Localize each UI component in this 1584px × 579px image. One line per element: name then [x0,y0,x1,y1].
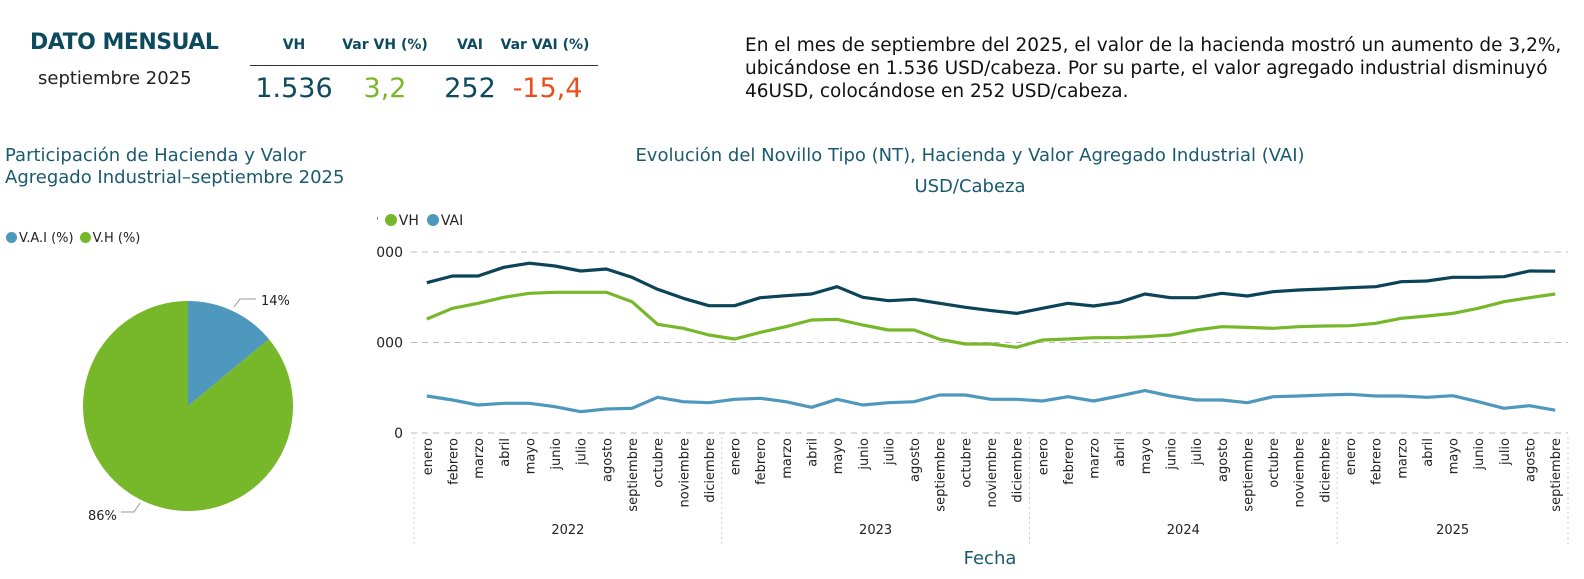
legend-dot-icon [426,214,439,226]
kpi-header-vh: VH [282,37,306,53]
x-tick-label-month: diciembre [1011,438,1026,503]
x-tick-label-month: noviembre [1293,438,1308,507]
x-tick-label-month: julio [1498,438,1513,466]
x-tick-label-month: marzo [780,438,795,479]
x-tick-label-month: agosto [600,438,615,482]
x-tick-label-month: junio [1165,438,1180,471]
x-tick-label-month: agosto [908,438,923,482]
series-line-nt [426,261,1556,315]
y-tick-label: 000 [376,245,403,261]
x-tick-label-month: mayo [1447,438,1462,474]
x-tick-label-month: julio [882,438,897,466]
x-tick-label-month: marzo [1088,438,1103,479]
legend-label: VAI [440,213,464,229]
x-tick-label-month: diciembre [703,438,718,503]
x-tick-label-month: junio [857,438,872,471]
x-tick-label-month: noviembre [677,438,692,507]
x-tick-label-month: octubre [959,438,974,488]
legend-label: VH [398,213,419,229]
x-tick-label-month: enero [1036,438,1051,475]
x-tick-label-month: septiembre [626,438,641,512]
kpi-value-vai: 252 [444,73,496,104]
x-tick-label-month: abril [498,438,513,467]
summary-text: En el mes de septiembre del 2025, el val… [745,35,1562,102]
kpi-title: DATO MENSUAL [30,30,219,55]
pie-slice-vh [82,301,293,511]
line-legend: ' VH VAI [376,213,463,229]
x-tick-label-month: abril [805,438,820,467]
x-tick-label-month: febrero [754,438,769,485]
x-tick-label-year: 2022 [551,523,584,538]
pie-slice-vai [188,301,269,406]
kpi-value-var-vai: -15,4 [512,73,583,104]
kpi-value-var-vh: 3,2 [363,73,407,104]
pie-legend: V.A.I (%) V.H (%) [6,231,140,246]
legend-label: V.A.I (%) [19,231,74,246]
x-tick-label-month: septiembre [934,438,949,512]
legend-item-vai[interactable]: V.A.I (%) [6,231,74,246]
legend-item-vh[interactable]: V.H (%) [79,231,141,246]
pie-chart-title: Participación de Hacienda y Valor Agrega… [5,145,345,188]
x-tick-label-month: marzo [472,438,487,479]
legend-truncated-marker-icon: ' [376,215,379,227]
x-tick-label-month: octubre [1267,438,1282,488]
y-tick-label: 000 [376,336,403,352]
x-tick-label-month: febrero [1062,438,1077,485]
x-tick-label-month: abril [1421,438,1436,467]
x-tick-label-month: junio [1472,438,1487,471]
kpi-period: septiembre 2025 [38,68,192,89]
x-tick-label-month: febrero [1370,438,1385,485]
legend-dot-icon [384,214,397,226]
x-tick-label-month: septiembre [1549,438,1564,512]
line-chart-subtitle: USD/Cabeza [914,176,1026,197]
x-tick-label-month: junio [549,438,564,471]
x-tick-label-month: enero [1344,438,1359,475]
x-tick-label-month: agosto [1216,438,1231,482]
kpi-value-vh: 1.536 [255,73,333,104]
x-tick-label-month: enero [729,438,744,475]
line-chart-title: Evolución del Novillo Tipo (NT), Haciend… [635,145,1305,166]
x-tick-label-month: noviembre [985,438,1000,507]
x-tick-label-month: agosto [1524,438,1539,482]
series-line-vai [426,389,1556,414]
x-tick-label-month: marzo [1395,438,1410,479]
x-tick-label-month: febrero [446,438,461,485]
legend-label: V.H (%) [92,231,141,246]
y-tick-label: 0 [394,426,403,442]
series-line-vh [426,290,1556,349]
x-tick-label-month: julio [575,438,590,466]
x-axis-title: Fecha [963,548,1017,569]
x-tick-label-year: 2025 [1436,523,1469,538]
x-tick-label-month: mayo [1139,438,1154,474]
pie-leader-line [121,502,141,513]
pie-label-vh: 86% [88,509,117,524]
x-tick-label-month: mayo [523,438,538,474]
kpi-divider [250,65,598,66]
x-tick-label-month: diciembre [1318,438,1333,503]
pie-label-vai: 14% [261,294,290,309]
pie-leader-line [233,298,256,308]
x-tick-label-year: 2024 [1167,523,1200,538]
kpi-header-vai: VAI [457,37,483,53]
x-tick-label-year: 2023 [859,523,892,538]
x-tick-label-month: enero [421,438,436,475]
kpi-header-var-vh: Var VH (%) [342,37,428,53]
legend-item-vh[interactable]: VH [384,213,419,229]
legend-dot-icon [79,232,91,243]
legend-item-vai[interactable]: VAI [423,213,463,229]
x-tick-label-month: abril [1113,438,1128,467]
x-tick-label-month: julio [1190,438,1205,466]
x-tick-label-month: mayo [831,438,846,474]
x-tick-label-month: octubre [652,438,667,488]
legend-dot-icon [6,232,17,243]
x-tick-label-month: septiembre [1241,438,1256,512]
kpi-header-var-vai: Var VAI (%) [500,37,590,53]
